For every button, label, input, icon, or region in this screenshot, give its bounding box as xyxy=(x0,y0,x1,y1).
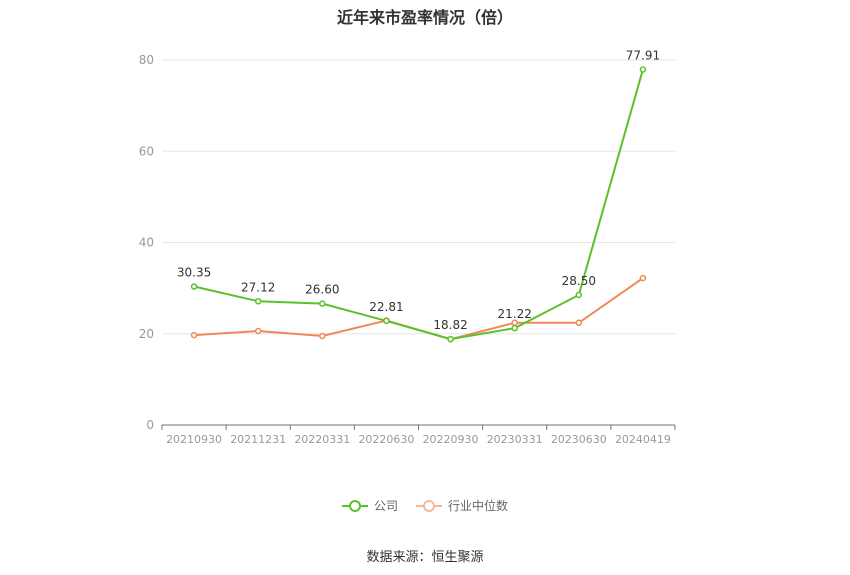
data-point-1 xyxy=(319,332,326,340)
data-label: 26.60 xyxy=(305,283,339,297)
x-tick-label: 20211231 xyxy=(230,433,286,446)
data-label: 22.81 xyxy=(369,300,403,314)
x-tick-label: 20220331 xyxy=(294,433,350,446)
data-point-0 xyxy=(254,298,262,305)
data-label: 77.91 xyxy=(626,49,660,63)
data-point-0 xyxy=(511,324,518,332)
data-point-0 xyxy=(190,283,198,290)
y-tick-label: 40 xyxy=(139,236,154,250)
x-tick-label: 20230331 xyxy=(487,433,543,446)
data-label: 21.22 xyxy=(498,307,532,321)
legend-industry-marker xyxy=(416,499,442,513)
y-tick-label: 20 xyxy=(139,327,154,341)
legend-company-label: 公司 xyxy=(373,499,398,513)
legend-item-industry-median[interactable]: 行业中位数 xyxy=(416,497,508,514)
legend-industry-label: 行业中位数 xyxy=(448,499,509,513)
data-point-1 xyxy=(190,331,198,339)
y-tick-label: 80 xyxy=(139,53,154,67)
legend: 公司 行业中位数 xyxy=(0,497,850,514)
legend-item-company[interactable]: 公司 xyxy=(341,497,398,514)
data-point-0 xyxy=(319,300,326,307)
data-point-1 xyxy=(639,274,647,282)
data-label: 28.50 xyxy=(562,274,596,288)
data-label: 27.12 xyxy=(241,280,275,294)
series-line-0 xyxy=(193,69,644,341)
x-tick-label: 20220630 xyxy=(358,433,414,446)
data-point-1 xyxy=(575,319,583,327)
data-point-1 xyxy=(254,327,262,335)
y-tick-label: 60 xyxy=(139,144,154,158)
x-tick-label: 20210930 xyxy=(166,433,222,446)
data-source: 数据来源：恒生聚源 xyxy=(366,550,484,565)
data-label: 30.35 xyxy=(177,266,211,280)
chart-title: 近年来市盈率情况（倍） xyxy=(336,8,513,27)
data-point-0 xyxy=(447,335,454,343)
legend-company-marker xyxy=(341,499,368,513)
x-tick-label: 20240419 xyxy=(615,433,671,446)
x-tick-label: 20220930 xyxy=(423,433,479,446)
data-label: 18.82 xyxy=(433,318,467,332)
data-point-0 xyxy=(639,66,647,73)
data-point-0 xyxy=(575,291,583,299)
data-point-0 xyxy=(383,317,390,325)
x-tick-label: 20230630 xyxy=(551,433,607,446)
y-tick-label: 0 xyxy=(146,418,154,432)
